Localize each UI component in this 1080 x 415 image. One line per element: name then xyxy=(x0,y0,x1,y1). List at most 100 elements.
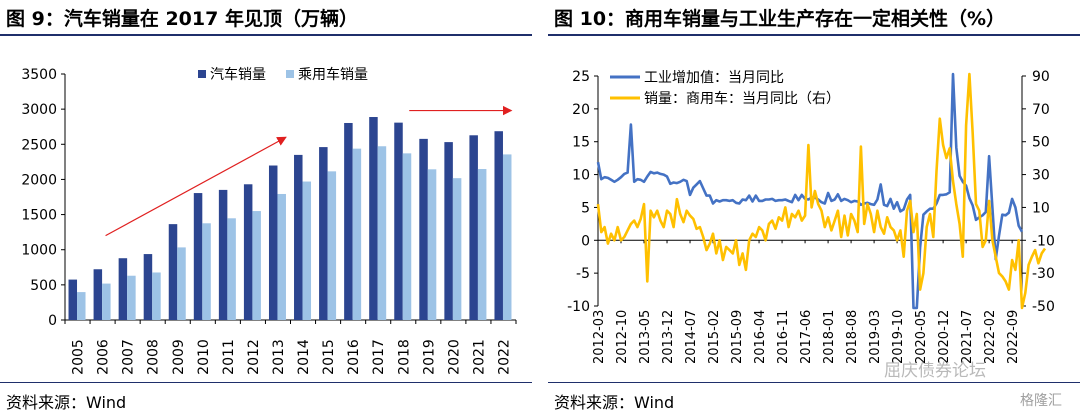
bar-passenger-car-sales xyxy=(77,292,86,320)
bar-auto-sales xyxy=(193,193,203,320)
bar-auto-sales xyxy=(369,117,378,320)
left-y-tick-label: -5 xyxy=(576,266,590,282)
legend-swatch xyxy=(198,70,206,78)
x-tick-label: 2017 xyxy=(371,339,387,375)
x-tick-label: 2017-06 xyxy=(799,310,814,364)
bar-passenger-car-sales xyxy=(252,211,261,320)
x-tick-label: 2019 xyxy=(421,339,437,375)
left-y-tick-label: 0 xyxy=(581,233,590,249)
x-tick-label: 2018 xyxy=(396,339,412,375)
x-tick-label: 2012 xyxy=(246,339,262,375)
left-y-tick-label: 20 xyxy=(572,102,590,118)
right-y-tick-label: -30 xyxy=(1032,266,1055,282)
legend-label: 乘用车销量 xyxy=(298,66,368,83)
series-line-commercial-vehicle-sales xyxy=(596,72,1047,310)
annotation-arrow xyxy=(105,136,287,237)
right-chart-panel: 图 10：商用车销量与工业生产存在一定相关性（%） -10 -5 0 5 10 15 20 2… xyxy=(548,0,1080,415)
x-tick-label: 2022-02 xyxy=(983,310,998,364)
x-tick-label: 2012-10 xyxy=(615,310,630,364)
legend-swatch xyxy=(286,70,294,78)
watermark-logo-text: 格隆汇 xyxy=(1020,393,1062,409)
bar-passenger-car-sales xyxy=(327,171,337,320)
x-tick-label: 2020-12 xyxy=(937,310,952,364)
x-tick-label: 2014 xyxy=(296,339,312,375)
bar-auto-sales xyxy=(93,269,103,320)
right-y-tick-label: 70 xyxy=(1032,102,1050,118)
x-tick-label: 2010 xyxy=(196,339,212,375)
left-y-tick-label: 15 xyxy=(572,135,590,151)
x-tick-label: 2018-08 xyxy=(845,310,860,364)
bar-passenger-car-sales xyxy=(152,272,161,320)
bar-passenger-car-sales xyxy=(377,146,387,320)
left-y-tick-label: 10 xyxy=(572,168,590,184)
y-tick-label: 2500 xyxy=(21,137,57,153)
bar-chart: 0 500 1000 1500 2000 2500 3000 3500 2005 2006 2007… xyxy=(21,66,517,375)
title-divider xyxy=(0,34,532,36)
bottom-divider xyxy=(548,382,1080,383)
left-y-tick-label: 25 xyxy=(572,69,590,85)
legend-label: 工业增加值：当月同比 xyxy=(644,70,784,86)
right-y-tick-label: 50 xyxy=(1032,135,1050,151)
right-y-tick-label: -10 xyxy=(1032,233,1055,249)
x-tick-label: 2016-11 xyxy=(776,310,791,364)
right-y-tick-label: 30 xyxy=(1032,168,1050,184)
legend-label: 汽车销量 xyxy=(210,66,266,83)
chart-title: 图 9：汽车销量在 2017 年见顶（万辆） xyxy=(6,8,358,30)
x-tick-label: 2007 xyxy=(121,339,137,375)
x-tick-label: 2022 xyxy=(496,339,512,375)
x-tick-label: 2021-07 xyxy=(960,310,975,364)
bar-passenger-car-sales xyxy=(227,218,236,320)
bar-auto-sales xyxy=(168,224,178,320)
bar-passenger-car-sales xyxy=(427,169,437,320)
bottom-divider xyxy=(0,382,532,383)
source-note: 资料来源：Wind xyxy=(554,393,675,412)
x-tick-label: 2005 xyxy=(71,339,87,375)
bar-auto-sales xyxy=(419,138,428,320)
x-tick-label: 2019-03 xyxy=(868,310,883,364)
bar-auto-sales xyxy=(294,154,303,320)
x-tick-label: 2009 xyxy=(171,339,187,375)
x-tick-label: 2020 xyxy=(446,339,462,375)
x-tick-label: 2013-05 xyxy=(638,310,653,364)
bar-auto-sales xyxy=(344,122,353,321)
x-tick-label: 2016 xyxy=(346,339,362,375)
bar-passenger-car-sales xyxy=(452,178,462,320)
x-tick-label: 2006 xyxy=(96,339,112,375)
y-tick-label: 1500 xyxy=(21,208,57,224)
bar-passenger-car-sales xyxy=(102,283,111,320)
left-y-tick-label: 5 xyxy=(581,200,590,216)
x-tick-label: 2015 xyxy=(321,339,337,375)
x-tick-label: 2013 xyxy=(271,339,287,375)
left-y-tick-label: -10 xyxy=(567,299,590,315)
bar-passenger-car-sales xyxy=(202,223,211,320)
bar-auto-sales xyxy=(319,147,328,320)
bar-passenger-car-sales xyxy=(477,169,487,320)
bar-passenger-car-sales xyxy=(402,153,412,320)
x-tick-label: 2022-09 xyxy=(1006,310,1021,364)
x-tick-label: 2013-12 xyxy=(661,310,676,364)
bar-auto-sales xyxy=(218,189,228,320)
bar-auto-sales xyxy=(444,142,453,320)
bar-auto-sales xyxy=(243,184,253,320)
x-tick-label: 2020-05 xyxy=(914,310,929,364)
x-tick-label: 2016-04 xyxy=(753,310,768,364)
bar-auto-sales xyxy=(143,254,153,320)
y-tick-label: 1000 xyxy=(21,243,57,259)
x-tick-label: 2012-03 xyxy=(592,310,607,364)
right-y-tick-label: 90 xyxy=(1032,69,1050,85)
x-tick-label: 2011 xyxy=(221,339,237,375)
x-tick-label: 2021 xyxy=(471,339,487,375)
x-tick-label: 2015-02 xyxy=(707,310,722,364)
bar-auto-sales xyxy=(494,131,503,320)
watermark-text: 屈庆债券论坛 xyxy=(884,361,986,381)
bar-auto-sales xyxy=(118,258,128,320)
x-tick-label: 2008 xyxy=(146,339,162,375)
line-chart: -10-50510152025-50-30-1010305070902012-0… xyxy=(567,69,1055,364)
bar-passenger-car-sales xyxy=(352,148,362,320)
bar-passenger-car-sales xyxy=(502,154,512,320)
chart-title: 图 10：商用车销量与工业生产存在一定相关性（%） xyxy=(554,8,1006,30)
x-tick-label: 2014-07 xyxy=(684,310,699,364)
bar-passenger-car-sales xyxy=(177,247,186,320)
title-divider xyxy=(548,34,1080,36)
bar-passenger-car-sales xyxy=(277,193,286,320)
